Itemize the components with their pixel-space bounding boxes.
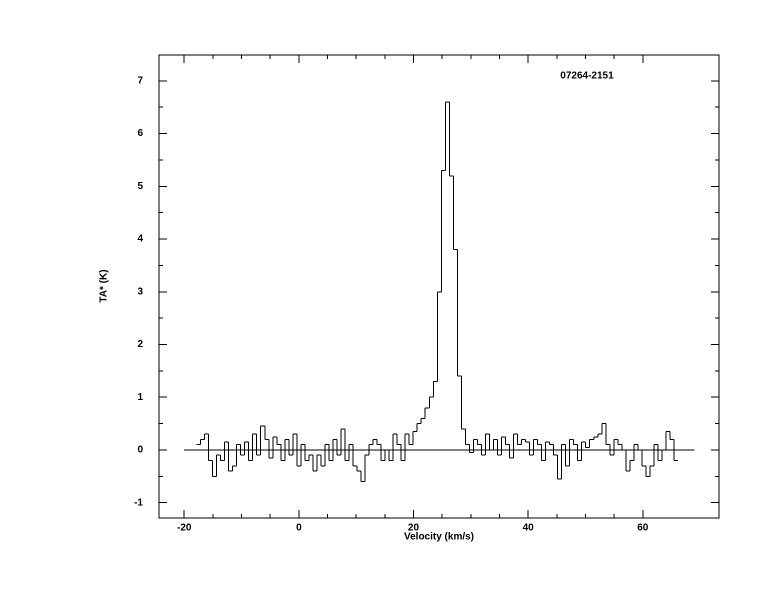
x-tick-label: 20 bbox=[408, 523, 420, 534]
annotation: 07264-2151 bbox=[560, 71, 614, 82]
y-tick-label: 2 bbox=[137, 339, 143, 350]
x-tick-label: 60 bbox=[637, 523, 649, 534]
y-tick-label: 1 bbox=[137, 392, 143, 403]
y-tick-label: 3 bbox=[137, 286, 143, 297]
x-axis-label: Velocity (km/s) bbox=[404, 532, 474, 543]
y-tick-label: 4 bbox=[137, 234, 143, 245]
step-risers bbox=[200, 101, 675, 482]
y-tick-label: 6 bbox=[137, 128, 143, 139]
y-axis-label: TA* (K) bbox=[99, 269, 110, 302]
y-tick-label: -1 bbox=[134, 497, 143, 508]
x-tick-label: 0 bbox=[296, 523, 302, 534]
plot-frame bbox=[158, 54, 720, 519]
x-tick-label: -20 bbox=[177, 523, 192, 534]
y-tick-label: 0 bbox=[137, 445, 143, 456]
x-tick-label: 40 bbox=[523, 523, 535, 534]
y-tick-label: 7 bbox=[137, 75, 143, 86]
y-tick-label: 5 bbox=[137, 181, 143, 192]
